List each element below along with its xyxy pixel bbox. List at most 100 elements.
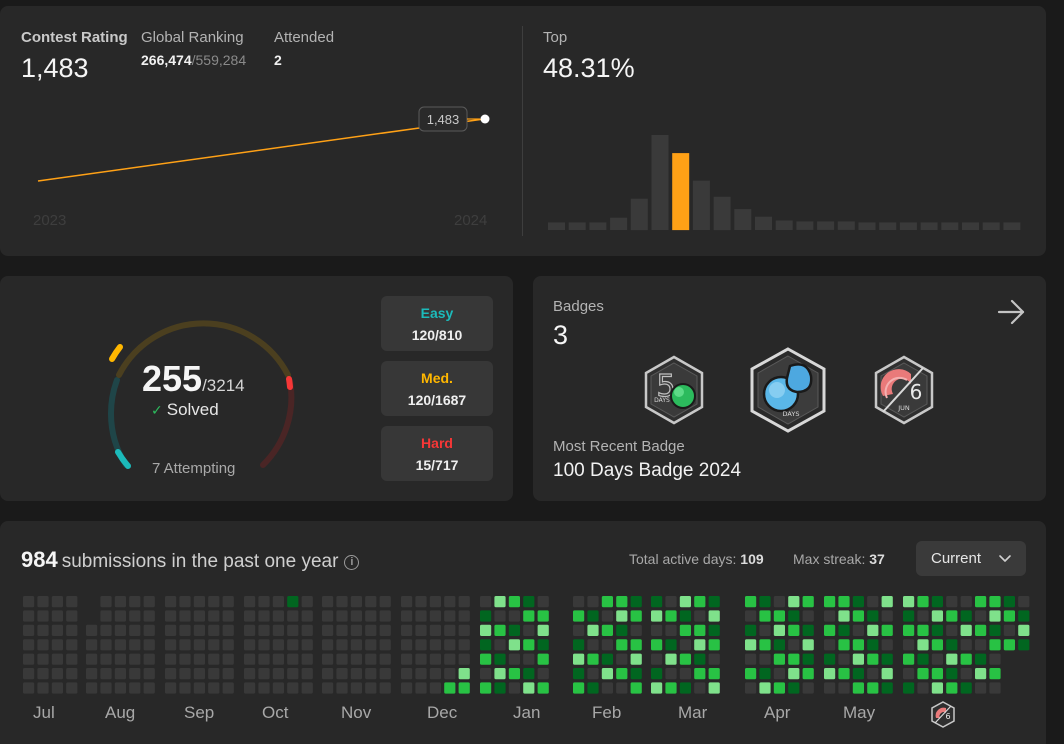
histogram-bar[interactable] [692,180,710,230]
heatmap-day-cell[interactable] [143,653,155,665]
heatmap-day-cell[interactable] [587,653,599,665]
heatmap-day-cell[interactable] [287,653,299,665]
heatmap-day-cell[interactable] [415,653,427,665]
heatmap-day-cell[interactable] [494,639,506,651]
heatmap-day-cell[interactable] [222,624,234,636]
heatmap-day-cell[interactable] [165,668,177,680]
heatmap-day-cell[interactable] [630,682,642,694]
heatmap-day-cell[interactable] [193,668,205,680]
heatmap-day-cell[interactable] [444,624,456,636]
heatmap-day-cell[interactable] [272,682,284,694]
heatmap-day-cell[interactable] [679,653,691,665]
heatmap-day-cell[interactable] [287,596,299,608]
heatmap-day-cell[interactable] [537,653,549,665]
medium-stat-box[interactable]: Med. 120/1687 [381,361,493,416]
heatmap-day-cell[interactable] [975,668,987,680]
heatmap-day-cell[interactable] [179,653,191,665]
heatmap-day-cell[interactable] [508,610,520,622]
heatmap-day-cell[interactable] [824,682,836,694]
heatmap-day-cell[interactable] [867,596,879,608]
heatmap-day-cell[interactable] [143,624,155,636]
heatmap-day-cell[interactable] [222,639,234,651]
heatmap-day-cell[interactable] [165,682,177,694]
heatmap-day-cell[interactable] [694,653,706,665]
heatmap-day-cell[interactable] [1018,639,1030,651]
heatmap-day-cell[interactable] [931,596,943,608]
heatmap-day-cell[interactable] [179,639,191,651]
heatmap-day-cell[interactable] [244,596,256,608]
heatmap-day-cell[interactable] [301,596,313,608]
heatmap-day-cell[interactable] [193,610,205,622]
heatmap-day-cell[interactable] [694,639,706,651]
histogram-bar[interactable] [755,216,772,230]
heatmap-day-cell[interactable] [23,639,35,651]
heatmap-day-cell[interactable] [773,682,785,694]
heatmap-day-cell[interactable] [272,624,284,636]
heatmap-day-cell[interactable] [573,610,585,622]
heatmap-day-cell[interactable] [322,596,334,608]
heatmap-day-cell[interactable] [601,639,613,651]
heatmap-day-cell[interactable] [458,610,470,622]
heatmap-day-cell[interactable] [960,653,972,665]
heatmap-day-cell[interactable] [429,653,441,665]
heatmap-day-cell[interactable] [444,653,456,665]
heatmap-day-cell[interactable] [745,668,757,680]
arrow-right-icon[interactable] [997,298,1027,326]
histogram-bar[interactable] [1003,222,1021,230]
heatmap-day-cell[interactable] [458,653,470,665]
heatmap-day-cell[interactable] [881,639,893,651]
heatmap-day-cell[interactable] [1003,596,1015,608]
heatmap-day-cell[interactable] [66,639,78,651]
heatmap-day-cell[interactable] [824,639,836,651]
heatmap-day-cell[interactable] [143,682,155,694]
histogram-bar[interactable] [920,222,938,230]
heatmap-day-cell[interactable] [494,668,506,680]
heatmap-day-cell[interactable] [336,610,348,622]
heatmap-day-cell[interactable] [679,596,691,608]
heatmap-day-cell[interactable] [881,668,893,680]
heatmap-day-cell[interactable] [143,596,155,608]
heatmap-day-cell[interactable] [975,624,987,636]
heatmap-day-cell[interactable] [208,624,220,636]
heatmap-day-cell[interactable] [480,653,492,665]
heatmap-day-cell[interactable] [838,653,850,665]
heatmap-day-cell[interactable] [802,639,814,651]
heatmap-day-cell[interactable] [802,610,814,622]
heatmap-day-cell[interactable] [960,639,972,651]
heatmap-day-cell[interactable] [946,610,958,622]
heatmap-day-cell[interactable] [379,624,391,636]
heatmap-day-cell[interactable] [429,639,441,651]
heatmap-day-cell[interactable] [651,624,663,636]
heatmap-day-cell[interactable] [222,682,234,694]
heatmap-day-cell[interactable] [322,653,334,665]
heatmap-day-cell[interactable] [802,596,814,608]
heatmap-day-cell[interactable] [494,624,506,636]
heatmap-day-cell[interactable] [708,624,720,636]
heatmap-day-cell[interactable] [630,596,642,608]
heatmap-day-cell[interactable] [867,668,879,680]
histogram-bar[interactable] [610,217,628,230]
heatmap-day-cell[interactable] [401,596,413,608]
heatmap-day-cell[interactable] [287,639,299,651]
heatmap-day-cell[interactable] [573,639,585,651]
heatmap-day-cell[interactable] [616,668,628,680]
heatmap-day-cell[interactable] [51,639,63,651]
heatmap-day-cell[interactable] [23,624,35,636]
heatmap-day-cell[interactable] [881,596,893,608]
heatmap-day-cell[interactable] [523,610,535,622]
heatmap-day-cell[interactable] [379,653,391,665]
heatmap-day-cell[interactable] [401,639,413,651]
heatmap-day-cell[interactable] [1018,624,1030,636]
heatmap-day-cell[interactable] [244,639,256,651]
histogram-bar[interactable] [899,222,917,230]
heatmap-day-cell[interactable] [165,624,177,636]
heatmap-day-cell[interactable] [129,653,141,665]
heatmap-day-cell[interactable] [838,596,850,608]
heatmap-day-cell[interactable] [208,653,220,665]
heatmap-day-cell[interactable] [379,668,391,680]
heatmap-day-cell[interactable] [960,596,972,608]
heatmap-day-cell[interactable] [86,624,98,636]
histogram-bar[interactable] [982,222,1000,230]
heatmap-day-cell[interactable] [350,610,362,622]
heatmap-day-cell[interactable] [494,653,506,665]
